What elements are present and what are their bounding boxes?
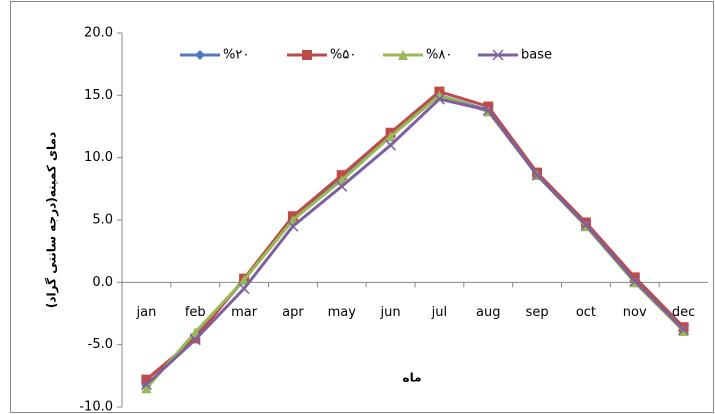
y-tick-label: 0.0 [92, 275, 113, 290]
marker [140, 379, 152, 391]
marker [678, 325, 689, 336]
marker [189, 334, 201, 346]
marker [287, 220, 299, 232]
marker [302, 50, 312, 60]
x-tick-label: oct [576, 305, 596, 320]
marker [434, 90, 445, 101]
marker [238, 283, 250, 295]
marker [492, 49, 504, 61]
legend-label: base [521, 48, 552, 63]
chart-frame [10, 1, 714, 413]
legend-label: %۵۰ [330, 48, 356, 63]
x-tick-label: jun [380, 305, 401, 320]
y-tick-label: -5.0 [88, 337, 113, 352]
y-tick-label: 10.0 [84, 150, 113, 165]
x-tick-label: nov [623, 305, 647, 320]
legend-label: %۲۰ [223, 48, 249, 63]
y-tick-label: 15.0 [84, 88, 113, 103]
x-tick-label: may [328, 305, 357, 320]
marker [580, 219, 592, 231]
legend-label: %۸۰ [426, 48, 452, 63]
marker [531, 169, 543, 181]
marker [190, 327, 201, 338]
x-tick-label: jan [136, 305, 157, 320]
marker [336, 180, 348, 192]
x-tick-label: sep [526, 305, 549, 320]
marker [385, 139, 397, 151]
marker [195, 50, 205, 60]
y-tick-label: -10.0 [79, 400, 113, 414]
y-tick-label: 20.0 [84, 26, 113, 41]
marker [398, 50, 408, 60]
marker [433, 93, 445, 105]
marker [239, 274, 250, 285]
x-tick-label: apr [282, 305, 304, 320]
marker [629, 275, 641, 287]
series-line [145, 97, 685, 386]
marker [141, 383, 152, 394]
x-tick-label: mar [231, 305, 258, 320]
x-tick-label: feb [185, 305, 206, 320]
marker [385, 131, 396, 142]
y-tick-label: 5.0 [92, 213, 113, 228]
x-tick-label: dec [672, 305, 695, 320]
marker [678, 324, 690, 336]
marker [141, 374, 152, 385]
x-tick-label: aug [476, 305, 500, 320]
marker [482, 104, 494, 116]
y-axis-title: دمای کمینه(درجه سانتی گراد) [45, 132, 59, 308]
x-axis-title: ماه [402, 371, 421, 385]
x-tick-label: jul [431, 305, 447, 320]
